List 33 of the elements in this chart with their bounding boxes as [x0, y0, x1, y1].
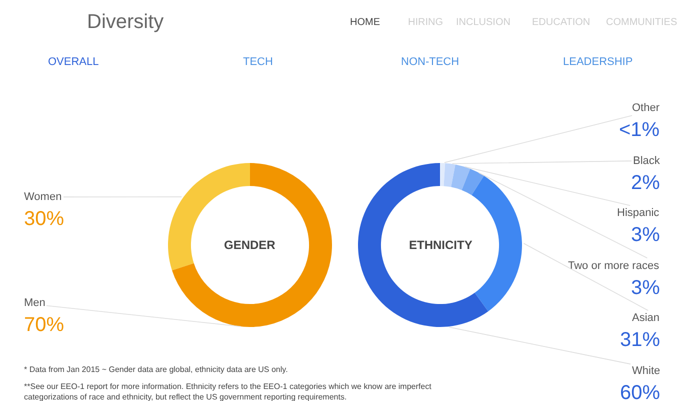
data-label: 30% [24, 208, 64, 230]
donut-slice [462, 168, 484, 196]
slice-label: Asian [632, 312, 660, 324]
slice-label: Other [632, 102, 660, 114]
text: TECH [243, 56, 273, 68]
data-label: 60% [620, 382, 660, 401]
data-label: 70% [24, 314, 64, 336]
text: **See our EEO-1 report for more information. Ethnicity refers to the EEO-1 categories which we know are imperfect categorizations of race and ethnicity, but reflect the US government reporting requirements. [24, 382, 432, 401]
text: HOME [350, 17, 380, 28]
donut-slice [444, 163, 456, 188]
slice-label: Women [24, 191, 62, 203]
data-label: 3% [631, 277, 660, 299]
data-label: 3% [631, 224, 660, 246]
data-label: <1% [619, 119, 660, 141]
text: GENDER [224, 238, 276, 252]
text: LEADERSHIP [563, 56, 633, 68]
text: Diversity [87, 11, 164, 33]
data-label: 31% [620, 329, 660, 351]
text: OVERALL [48, 56, 99, 68]
donut-slice [172, 163, 332, 327]
donut-slice [358, 163, 488, 327]
slice-label: Two or more races [568, 260, 660, 272]
donut-slice [472, 176, 522, 312]
slice-label: Hispanic [617, 207, 660, 219]
text: NON-TECH [401, 56, 460, 68]
slice-label: Men [24, 297, 46, 309]
donut-slice [451, 164, 470, 190]
text: * Data from Jan 2015 ~ Gender data are global, ethnicity data are US only. [24, 365, 288, 374]
data-label: 2% [631, 172, 660, 194]
slice-label: Black [633, 155, 660, 167]
slice-label: White [632, 365, 660, 377]
donut-slice [440, 163, 446, 186]
text: ETHNICITY [409, 238, 472, 252]
